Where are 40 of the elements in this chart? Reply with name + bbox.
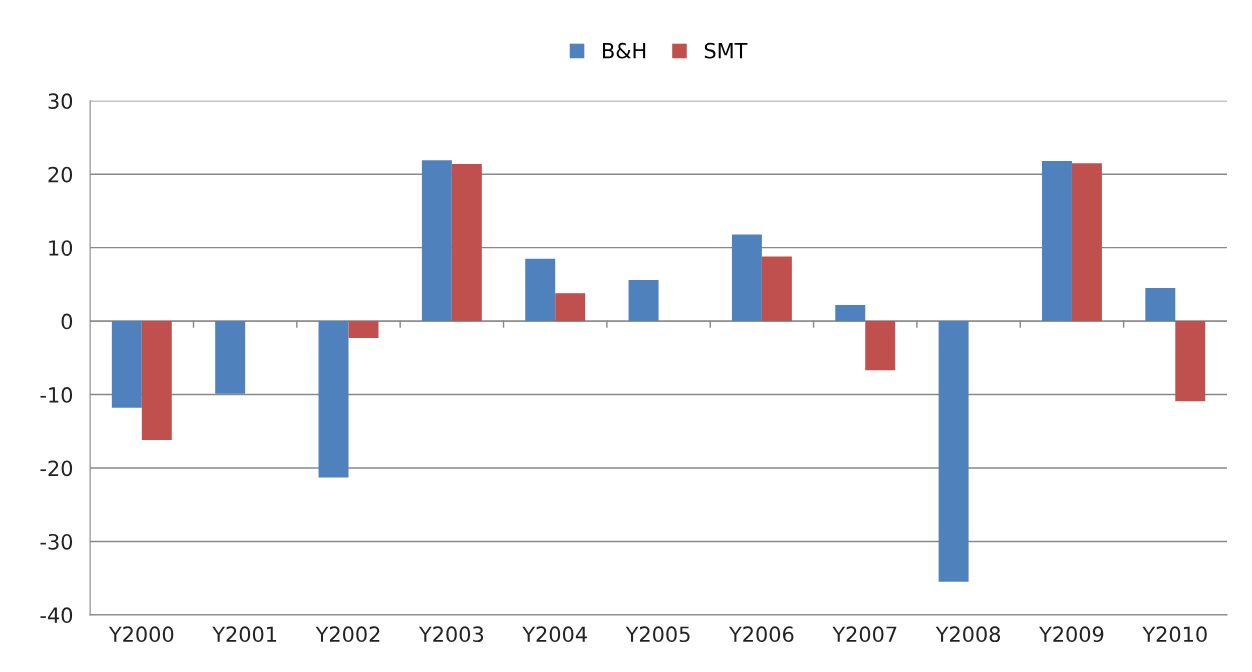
bar xyxy=(865,321,896,371)
legend-label: SMT xyxy=(704,42,748,59)
x-tick-label: Y2000 xyxy=(108,626,174,643)
bar xyxy=(628,279,659,322)
bar xyxy=(525,258,556,322)
y-tick-label: -40 xyxy=(40,607,73,624)
y-tick-label: 20 xyxy=(48,166,73,183)
x-tick-label: Y2005 xyxy=(625,626,690,643)
bar xyxy=(555,293,586,322)
bar xyxy=(111,321,142,408)
bar xyxy=(761,256,792,322)
bar xyxy=(451,163,482,322)
y-tick-label: -10 xyxy=(40,387,73,403)
bar xyxy=(1145,288,1176,322)
x-tick-label: Y2006 xyxy=(728,626,794,643)
bar xyxy=(1175,321,1206,402)
y-tick-label: 10 xyxy=(49,240,73,256)
y-tick-label: 30 xyxy=(48,93,73,110)
x-tick-label: Y2010 xyxy=(1142,626,1207,643)
y-tick-label: 0 xyxy=(61,313,73,330)
x-tick-label: Y2001 xyxy=(212,626,277,643)
y-tick-label: -20 xyxy=(40,460,73,477)
x-tick-label: Y2002 xyxy=(315,626,380,643)
bar xyxy=(938,321,969,582)
bar xyxy=(835,304,866,322)
bar xyxy=(215,321,246,394)
x-tick-label: Y2007 xyxy=(832,626,897,643)
bar xyxy=(421,160,452,322)
x-tick-label: Y2003 xyxy=(418,626,484,643)
bar xyxy=(1041,161,1072,322)
x-tick-label: Y2004 xyxy=(522,626,587,643)
x-tick-label: Y2008 xyxy=(935,626,1001,643)
bar xyxy=(348,321,379,339)
legend-label: B&H xyxy=(603,42,646,59)
y-tick-label: -30 xyxy=(40,533,73,550)
x-tick-label: Y2009 xyxy=(1039,626,1104,643)
bar xyxy=(318,321,349,478)
bar xyxy=(731,234,762,322)
bar xyxy=(141,321,172,441)
bar xyxy=(1071,163,1102,322)
